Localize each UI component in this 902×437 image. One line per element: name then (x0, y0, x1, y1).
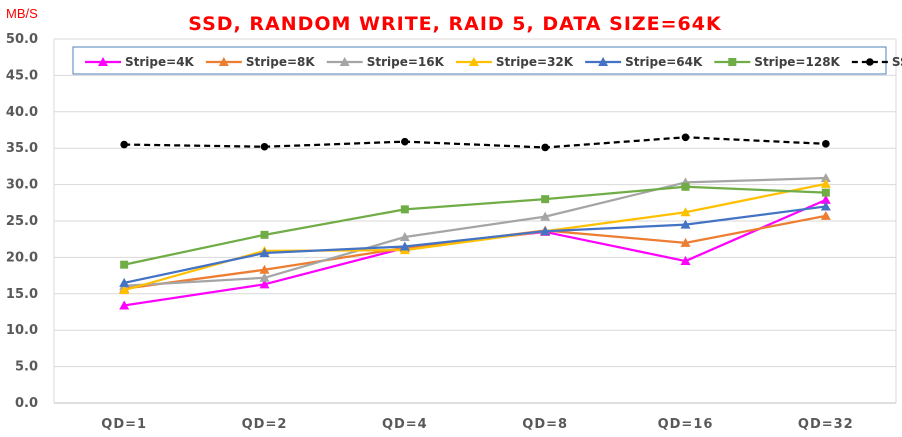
data-point-stripe-64k (399, 241, 410, 251)
data-point-stripe-64k (119, 277, 130, 287)
x-tick-label: QD=32 (798, 417, 854, 432)
y-tick-label: 25.0 (6, 214, 38, 229)
legend-item-stripe-4k: Stripe=4K (85, 55, 195, 69)
data-point-stripe-128k (260, 230, 269, 239)
x-axis-ticks: QD=1 QD=2 QD=4 QD=8 QD=16 QD=32 (101, 417, 854, 432)
data-point-stripe-8k (820, 210, 831, 220)
series-ssd (120, 133, 830, 152)
data-point-stripe-128k (541, 195, 550, 204)
data-point-stripe-32k (820, 178, 831, 188)
legend-item-stripe-128k: Stripe=128K (714, 55, 841, 69)
legend-label: Stripe=8K (246, 55, 316, 69)
data-point-stripe-4k (119, 300, 130, 310)
legend-item-ssd: SSD (851, 55, 902, 69)
data-point-stripe-4k (820, 194, 831, 204)
data-point-stripe-64k (259, 248, 270, 258)
y-tick-label: 30.0 (6, 178, 38, 193)
data-point-stripe-64k (540, 226, 551, 236)
data-point-stripe-128k (120, 260, 129, 269)
legend-swatch-marker (598, 57, 609, 66)
y-tick-label: 5.0 (15, 360, 38, 375)
y-tick-label: 45.0 (6, 68, 38, 83)
legend-items: Stripe=4K Stripe=8K Stripe=16K Stripe=32K St… (85, 55, 902, 69)
x-tick-label: QD=8 (522, 417, 568, 432)
data-point-stripe-16k (259, 272, 270, 282)
legend-swatch-marker (218, 57, 229, 66)
series-line-stripe-128k (123, 185, 826, 266)
legend-label: Stripe=16K (367, 55, 445, 69)
y-axis-ticks: 0.0 5.0 10.0 15.0 20.0 25.0 30.0 35.0 40.0 45.0 50… (6, 32, 38, 411)
y-tick-label: 15.0 (6, 287, 38, 302)
data-point-stripe-64k (820, 201, 831, 211)
data-point-stripe-4k (680, 256, 691, 266)
legend-box (72, 46, 887, 75)
data-series (119, 133, 831, 310)
gridlines (53, 38, 897, 404)
data-point-ssd (260, 142, 269, 151)
legend-item-stripe-64k: Stripe=64K (585, 55, 703, 69)
legend-swatch-marker (468, 57, 479, 66)
series-stripe-16k (119, 173, 831, 290)
legend-item-stripe-32k: Stripe=32K (455, 55, 574, 69)
data-point-stripe-64k (680, 219, 691, 229)
data-point-stripe-128k (821, 188, 830, 197)
y-tick-label: 10.0 (6, 323, 38, 338)
legend-swatch-marker (98, 57, 108, 66)
chart-title: SSD, RANDOM WRITE, RAID 5, DATA SIZE=64K (188, 13, 722, 35)
data-point-ssd (120, 140, 128, 149)
series-line-stripe-16k (124, 176, 826, 287)
series-line-stripe-64k (123, 205, 826, 284)
data-point-ssd (401, 137, 409, 146)
y-tick-label: 40.0 (6, 105, 38, 120)
data-point-stripe-16k (399, 232, 410, 242)
legend-label: Stripe=4K (125, 55, 195, 69)
x-tick-label: QD=4 (382, 417, 428, 432)
data-point-stripe-32k (119, 285, 130, 295)
x-tick-label: QD=1 (101, 417, 147, 432)
y-tick-label: 50.0 (6, 32, 38, 47)
x-tick-label: QD=2 (242, 417, 288, 432)
legend-swatch-marker (728, 58, 737, 66)
legend-swatch-marker (866, 58, 874, 66)
legend-label: SSD (892, 55, 902, 69)
series-line-stripe-4k (123, 198, 827, 307)
x-tick-label: QD=16 (658, 417, 714, 432)
data-point-ssd (541, 143, 549, 152)
legend: Stripe=4K Stripe=8K Stripe=16K Stripe=32K St… (72, 46, 902, 75)
series-stripe-64k (119, 201, 831, 287)
data-point-stripe-16k (540, 211, 551, 221)
y-axis-label: MB/S (6, 6, 38, 21)
series-line-ssd (124, 136, 826, 149)
legend-label: Stripe=64K (625, 55, 703, 69)
legend-label: Stripe=32K (496, 55, 574, 69)
data-point-ssd (681, 133, 690, 142)
legend-label: Stripe=128K (754, 55, 840, 69)
legend-item-stripe-8k: Stripe=8K (205, 55, 316, 69)
data-point-stripe-16k (820, 173, 831, 183)
legend-swatch-marker (339, 57, 350, 66)
y-tick-label: 35.0 (6, 141, 38, 156)
legend-item-stripe-16k: Stripe=16K (326, 55, 445, 69)
y-tick-label: 0.0 (15, 396, 38, 411)
data-point-stripe-128k (400, 205, 409, 214)
data-point-stripe-8k (680, 237, 691, 247)
data-point-stripe-32k (680, 207, 691, 217)
data-point-stripe-8k (259, 264, 270, 274)
data-point-stripe-128k (681, 182, 690, 191)
y-tick-label: 20.0 (6, 250, 38, 265)
series-stripe-128k (120, 182, 830, 269)
data-point-ssd (822, 140, 830, 148)
series-stripe-4k (119, 194, 831, 310)
data-point-stripe-4k (259, 279, 270, 289)
